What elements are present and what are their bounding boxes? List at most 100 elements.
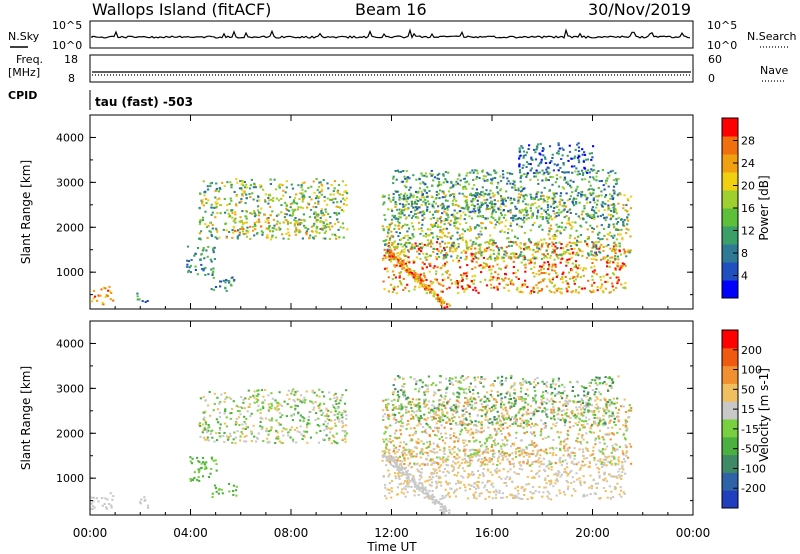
heatmap-cell — [469, 462, 472, 465]
heatmap-cell — [400, 465, 403, 468]
heatmap-cell — [496, 191, 499, 194]
heatmap-cell — [407, 457, 410, 460]
heatmap-cell — [546, 212, 549, 215]
heatmap-cell — [233, 431, 236, 434]
heatmap-cell — [441, 196, 444, 199]
heatmap-cell — [457, 461, 460, 464]
heatmap-cell — [418, 474, 422, 477]
heatmap-cell — [231, 209, 234, 212]
heatmap-cell — [618, 249, 621, 252]
heatmap-cell — [485, 189, 488, 192]
heatmap-cell — [436, 177, 439, 180]
heatmap-cell — [271, 397, 274, 400]
heatmap-cell — [334, 441, 337, 444]
heatmap-cell — [542, 264, 545, 267]
heatmap-cell — [489, 221, 492, 223]
heatmap-cell — [406, 176, 410, 179]
heatmap-cell — [496, 460, 500, 463]
heatmap-cell — [591, 275, 594, 278]
heatmap-cell — [432, 293, 436, 296]
heatmap-cell — [395, 190, 398, 193]
heatmap-cell — [533, 266, 536, 269]
heatmap-cell — [428, 483, 432, 486]
heatmap-cell — [547, 497, 550, 500]
heatmap-cell — [383, 201, 386, 204]
heatmap-cell — [433, 290, 436, 293]
heatmap-cell — [292, 200, 295, 203]
heatmap-cell — [572, 488, 575, 491]
heatmap-cell — [482, 195, 485, 198]
heatmap-cell — [261, 405, 265, 408]
nsky-label: N.Sky — [8, 30, 40, 43]
heatmap-cell — [456, 178, 459, 181]
heatmap-cell — [497, 414, 500, 417]
heatmap-cell — [481, 170, 484, 173]
heatmap-cell — [312, 408, 315, 411]
heatmap-cell — [463, 272, 466, 275]
heatmap-cell — [526, 422, 529, 425]
heatmap-cell — [455, 247, 458, 250]
heatmap-cell — [431, 481, 434, 484]
heatmap-cell — [429, 262, 432, 265]
heatmap-cell — [245, 417, 248, 420]
heatmap-cell — [448, 446, 451, 448]
heatmap-cell — [484, 497, 487, 500]
heatmap-cell — [387, 475, 390, 478]
heatmap-cell — [446, 269, 449, 272]
heatmap-cell — [599, 245, 602, 248]
heatmap-cell — [313, 391, 316, 394]
heatmap-cell — [438, 300, 441, 303]
heatmap-cell — [318, 232, 321, 235]
heatmap-cell — [519, 464, 522, 467]
heatmap-cell — [336, 190, 339, 193]
heatmap-cell — [523, 284, 526, 287]
heatmap-cell — [199, 435, 202, 438]
heatmap-cell — [617, 458, 620, 461]
heatmap-cell — [545, 249, 548, 252]
heatmap-cell — [443, 300, 446, 303]
heatmap-cell — [563, 228, 566, 231]
heatmap-cell — [563, 471, 566, 474]
heatmap-cell — [552, 277, 555, 280]
heatmap-cell — [472, 257, 475, 260]
heatmap-cell — [599, 215, 602, 217]
heatmap-cell — [516, 424, 519, 427]
heatmap-cell — [279, 423, 282, 426]
heatmap-cell — [616, 448, 619, 451]
heatmap-cell — [392, 287, 395, 290]
heatmap-cell — [388, 473, 391, 476]
heatmap-cell — [445, 464, 448, 466]
heatmap-cell — [381, 196, 384, 199]
heatmap-cell — [589, 493, 592, 495]
heatmap-cell — [604, 194, 608, 197]
heatmap-cell — [565, 264, 568, 267]
heatmap-cell — [341, 416, 344, 419]
heatmap-cell — [189, 271, 192, 274]
heatmap-cell — [608, 432, 611, 435]
heatmap-cell — [603, 479, 606, 482]
heatmap-cell — [440, 183, 443, 186]
heatmap-cell — [586, 448, 589, 451]
heatmap-cell — [243, 440, 246, 443]
heatmap-cell — [397, 235, 400, 238]
heatmap-cell — [529, 258, 532, 261]
heatmap-cell — [597, 240, 600, 243]
heatmap-cell — [401, 260, 404, 263]
heatmap-cell — [617, 470, 620, 473]
heatmap-cell — [471, 197, 474, 200]
heatmap-cell — [390, 253, 393, 255]
heatmap-cell — [305, 430, 309, 433]
heatmap-cell — [483, 449, 486, 452]
heatmap-cell — [590, 152, 593, 155]
heatmap-cell — [278, 391, 281, 394]
heatmap-cell — [553, 285, 556, 288]
heatmap-cell — [388, 438, 392, 440]
heatmap-cell — [344, 184, 347, 187]
heatmap-cell — [606, 280, 609, 283]
heatmap-cell — [399, 482, 403, 485]
heatmap-cell — [536, 246, 539, 249]
heatmap-cell — [506, 177, 509, 180]
heatmap-cell — [583, 495, 586, 498]
heatmap-cell — [555, 494, 558, 497]
heatmap-cell — [582, 274, 585, 277]
